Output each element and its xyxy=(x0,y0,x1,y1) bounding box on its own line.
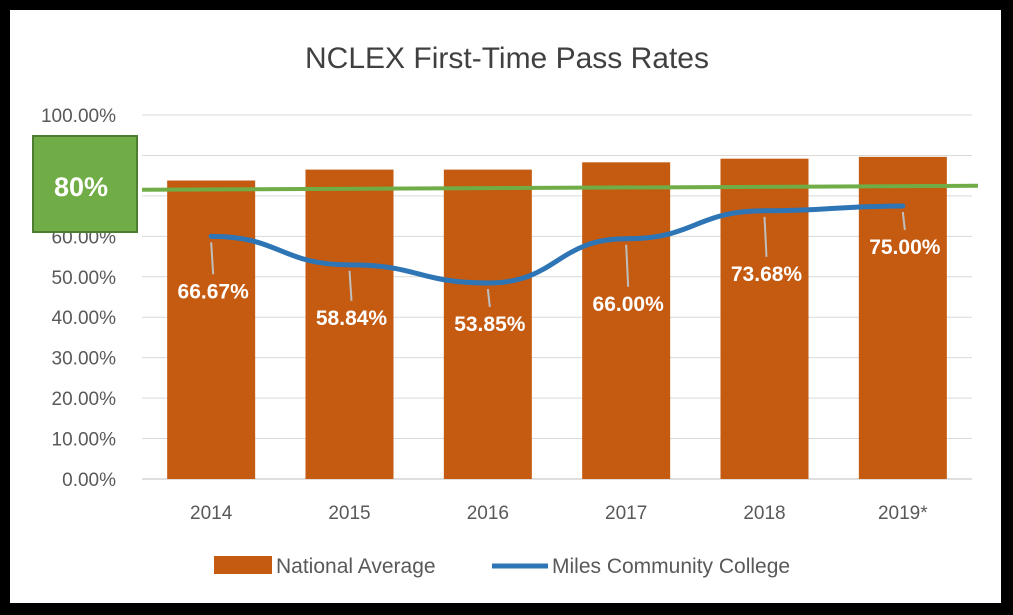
y-tick-label: 0.00% xyxy=(62,470,116,491)
leader-line xyxy=(625,244,630,287)
y-tick-label: 20.00% xyxy=(52,389,117,410)
x-tick-label: 2017 xyxy=(605,503,647,524)
data-label: 66.00% xyxy=(593,293,665,316)
legend-label: Miles Community College xyxy=(552,555,790,578)
y-tick-label: 100.00% xyxy=(41,106,116,127)
national-average-bar xyxy=(443,169,532,479)
legend-label: National Average xyxy=(276,555,436,578)
y-tick-label: 10.00% xyxy=(52,430,117,451)
benchmark-label: 80% xyxy=(54,172,108,202)
x-tick-label: 2014 xyxy=(190,503,233,524)
national-average-bar xyxy=(167,180,256,479)
x-tick-label: 2019* xyxy=(878,503,928,524)
data-label: 75.00% xyxy=(869,236,941,259)
benchmark-group: 80% xyxy=(32,135,979,233)
y-tick-label: 50.00% xyxy=(52,268,117,289)
leader-line xyxy=(348,270,353,301)
legend-swatch-bar xyxy=(214,556,272,574)
data-labels: 66.67% 58.84% 53.85% 66.00% 73.68% 75.00% xyxy=(178,211,941,336)
gridlines xyxy=(142,114,972,480)
legend: National Average Miles Community College xyxy=(214,555,790,578)
bar-series xyxy=(167,156,947,480)
data-label: 58.84% xyxy=(316,307,388,330)
data-label: 53.85% xyxy=(454,313,526,336)
y-tick-label: 40.00% xyxy=(52,308,117,329)
benchmark-badge xyxy=(32,135,138,233)
x-tick-label: 2018 xyxy=(743,503,785,524)
data-label: 73.68% xyxy=(731,263,803,286)
chart-svg: NCLEX First-Time Pass Rates 0.00% 10.00% 2… xyxy=(32,42,979,578)
chart-title: NCLEX First-Time Pass Rates xyxy=(305,42,709,75)
y-axis-ticks: 0.00%10.00%20.00%30.00%40.00%50.00%60.00… xyxy=(41,106,116,491)
x-tick-label: 2015 xyxy=(328,503,370,524)
y-tick-label: 30.00% xyxy=(52,349,117,370)
miles-community-college-line xyxy=(208,203,906,286)
x-tick-label: 2016 xyxy=(467,503,509,524)
national-average-bar xyxy=(720,158,809,479)
leader-line xyxy=(210,242,215,275)
line-series xyxy=(208,203,906,286)
national-average-bar xyxy=(305,169,394,479)
data-label: 66.67% xyxy=(178,280,250,303)
benchmark-line xyxy=(141,183,979,192)
chart-frame: NCLEX First-Time Pass Rates 0.00% 10.00% 2… xyxy=(10,10,1001,603)
national-average-bar xyxy=(858,156,947,480)
leader-line xyxy=(486,288,491,308)
national-average-bar xyxy=(582,162,671,479)
x-axis-ticks: 2014 2015 2016 2017 2018 2019* xyxy=(190,503,928,524)
leader-line xyxy=(901,211,906,231)
leader-line xyxy=(763,216,768,257)
